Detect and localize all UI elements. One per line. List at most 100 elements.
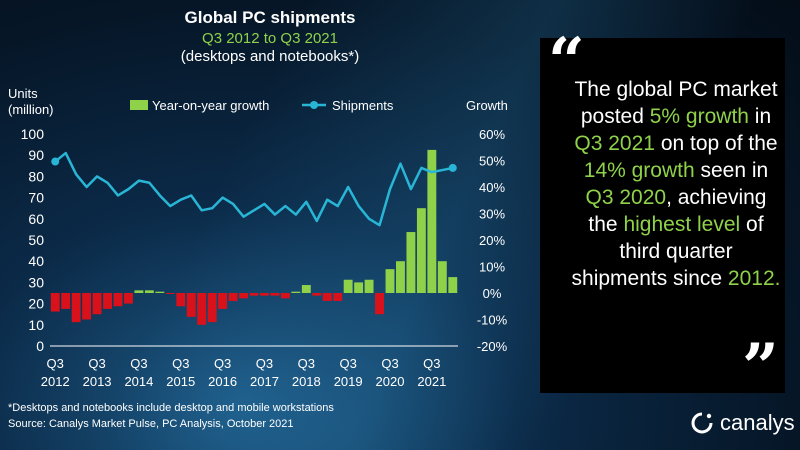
open-quote-icon: “ xyxy=(548,24,585,99)
x-tick-label-quarter: Q3 xyxy=(256,356,273,371)
x-tick-label-quarter: Q3 xyxy=(381,356,398,371)
shipments-point-end xyxy=(448,163,457,172)
growth-bar xyxy=(375,293,384,315)
right-tick-label: -10% xyxy=(477,313,508,328)
growth-bar xyxy=(416,208,426,293)
growth-bar xyxy=(301,285,311,293)
growth-bar xyxy=(385,269,395,293)
growth-bar xyxy=(218,293,228,309)
growth-bar xyxy=(427,149,437,293)
quote-segment: The global PC market posted xyxy=(574,78,778,128)
x-tick-label-quarter: Q3 xyxy=(298,356,315,371)
growth-bar xyxy=(155,291,165,293)
quote-highlight: Q3 2021 xyxy=(574,132,655,155)
footnote: *Desktops and notebooks include desktop … xyxy=(8,402,334,414)
x-tick-label-year: 2017 xyxy=(250,374,279,389)
growth-bar xyxy=(260,293,269,296)
canalys-logo: canalys xyxy=(690,410,795,436)
growth-bar xyxy=(312,293,322,296)
x-tick-label-year: 2013 xyxy=(83,374,112,389)
growth-bar xyxy=(364,279,374,293)
growth-bar xyxy=(144,290,154,293)
x-tick-label-year: 2012 xyxy=(41,374,70,389)
chart-subtitle: Q3 2012 to Q3 2021 xyxy=(202,30,338,47)
quote-segment: of third quarter shipments since xyxy=(571,213,764,290)
x-tick-label-quarter: Q3 xyxy=(130,356,147,371)
shipments-point-start xyxy=(51,157,60,166)
quote-highlight: 2012. xyxy=(727,267,781,290)
growth-bar xyxy=(239,293,248,299)
growth-bar xyxy=(103,293,112,309)
growth-bar xyxy=(396,261,405,293)
growth-bar xyxy=(207,293,217,323)
growth-bar xyxy=(270,293,280,296)
quote-segment: seen in xyxy=(694,159,769,182)
left-tick-label: 40 xyxy=(28,253,44,269)
chart-title-block: Global PC shipments Q3 2012 to Q3 2021 (… xyxy=(70,8,470,65)
left-tick-label: 20 xyxy=(28,296,44,312)
growth-bar xyxy=(291,291,301,293)
x-tick-label-quarter: Q3 xyxy=(214,356,231,371)
chart-svg: 0 10 20 30 40 50 60 70 80 90 100 -20% -10% 0% 10% 20% 30… xyxy=(21,98,508,389)
x-tick-label-quarter: Q3 xyxy=(47,356,64,371)
x-tick-label-year: 2020 xyxy=(376,374,405,389)
growth-bar xyxy=(113,293,123,307)
right-axis-label: Growth xyxy=(466,98,508,113)
left-tick-label: 100 xyxy=(21,126,45,142)
growth-bar xyxy=(343,279,353,293)
growth-bar xyxy=(61,293,71,309)
left-tick-label: 80 xyxy=(28,168,44,184)
brand-name: canalys xyxy=(720,410,795,435)
x-tick-label-year: 2021 xyxy=(417,374,446,389)
x-tick-label-quarter: Q3 xyxy=(339,356,356,371)
growth-bar xyxy=(165,293,175,294)
x-tick-label-year: 2016 xyxy=(208,374,237,389)
x-tick-label-quarter: Q3 xyxy=(88,356,105,371)
quote-highlight: Q3 2020 xyxy=(585,186,667,209)
x-tick-label-quarter: Q3 xyxy=(423,356,440,371)
legend-swatch-shipments-dot xyxy=(310,101,318,109)
right-tick-label: 0% xyxy=(483,286,502,301)
quote-text: The global PC market posted 5% growth in… xyxy=(570,76,782,292)
growth-bar xyxy=(71,293,81,323)
growth-bar xyxy=(50,293,60,312)
growth-bar xyxy=(197,293,207,325)
growth-bar xyxy=(228,293,238,301)
right-tick-label: 20% xyxy=(479,233,505,248)
growth-bar xyxy=(124,293,133,304)
left-tick-label: 30 xyxy=(28,274,44,290)
growth-bar xyxy=(134,290,144,293)
quote-highlight: highest level xyxy=(623,213,741,236)
right-tick-label: 30% xyxy=(479,207,505,222)
legend-label-growth: Year-on-year growth xyxy=(152,98,269,113)
right-tick-label: 60% xyxy=(479,127,505,142)
shipments-line xyxy=(54,151,454,227)
x-tick-label-quarter: Q3 xyxy=(172,356,189,371)
growth-bar xyxy=(333,293,343,301)
left-tick-label: 0 xyxy=(36,338,44,354)
growth-bar xyxy=(437,261,447,293)
x-tick-label-year: 2018 xyxy=(292,374,321,389)
quote-segment: in xyxy=(748,105,772,128)
growth-bar xyxy=(176,293,186,307)
quote-segment: on top of the xyxy=(654,132,778,155)
growth-bar xyxy=(249,293,259,296)
x-tick-label-year: 2015 xyxy=(166,374,195,389)
close-quote-icon: ” xyxy=(742,330,779,405)
quote-panel xyxy=(540,38,785,393)
left-tick-label: 50 xyxy=(28,232,44,248)
quote-segment: , achieving the xyxy=(588,186,767,236)
canalys-logo-icon xyxy=(691,412,713,434)
right-tick-label: 40% xyxy=(479,180,505,195)
growth-bar xyxy=(354,282,364,293)
left-tick-label: 90 xyxy=(28,147,44,163)
left-tick-label: 10 xyxy=(28,317,44,333)
growth-bar xyxy=(322,293,332,301)
growth-bar xyxy=(280,293,290,299)
quote-highlight: 14% growth xyxy=(583,159,695,182)
right-tick-label: 10% xyxy=(479,260,505,275)
chart-title: Global PC shipments xyxy=(184,8,356,27)
growth-bar xyxy=(406,232,416,293)
left-tick-label: 60 xyxy=(28,211,44,227)
source-note: Source: Canalys Market Pulse, PC Analysi… xyxy=(8,418,294,430)
